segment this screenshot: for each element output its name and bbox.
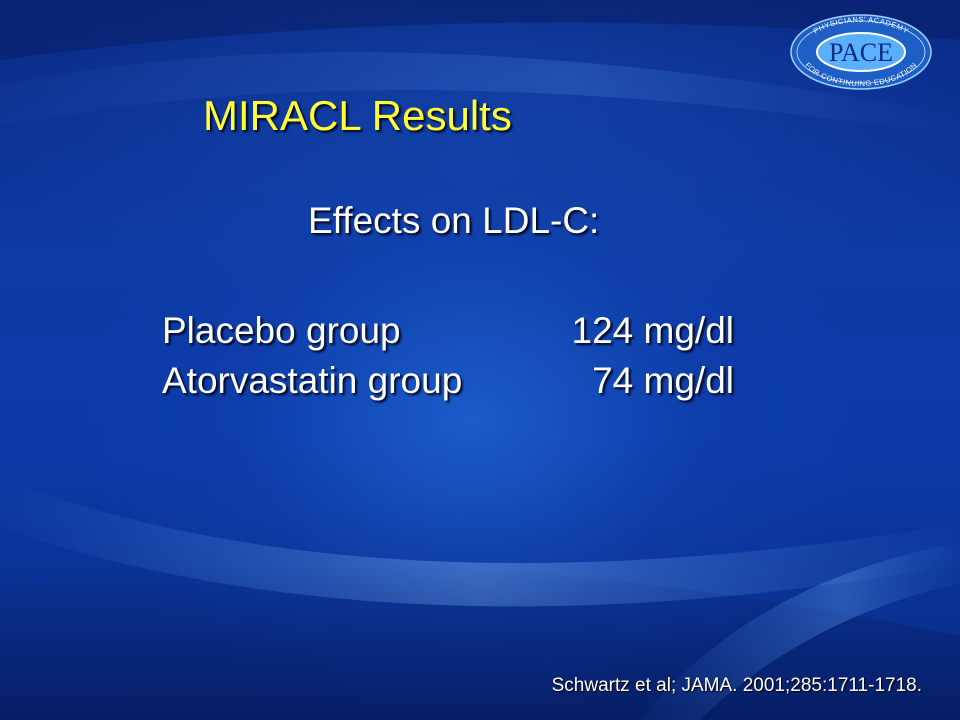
slide-title: MIRACL Results — [203, 92, 512, 139]
svg-text:PACE: PACE — [829, 38, 893, 67]
slide-subtitle: Effects on LDL-C: — [308, 200, 600, 241]
result-row-placebo: Placebo group 124 mg/dl — [162, 310, 742, 360]
results-table: Placebo group 124 mg/dl Atorvastatin gro… — [162, 310, 742, 410]
result-value: 74 mg/dl — [592, 360, 734, 401]
pace-logo: PHYSICIANS' ACADEMY FOR CONTINUING EDUCA… — [790, 14, 932, 90]
result-value: 124 mg/dl — [571, 310, 735, 351]
result-label: Placebo group — [162, 310, 401, 351]
result-row-atorvastatin: Atorvastatin group 74 mg/dl — [162, 360, 742, 410]
result-label: Atorvastatin group — [162, 360, 463, 401]
citation: Schwartz et al; JAMA. 2001;285:1711-1718… — [551, 675, 922, 696]
